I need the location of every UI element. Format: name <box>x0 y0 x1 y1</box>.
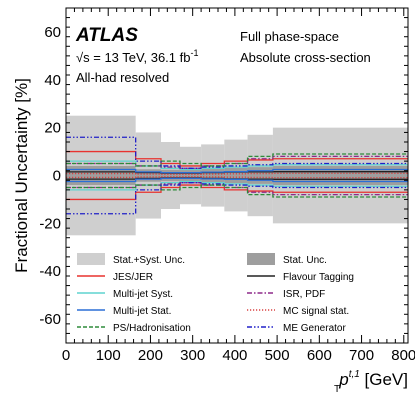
x-tick-label-200: 200 <box>138 347 163 364</box>
x-tick-label-300: 300 <box>180 347 205 364</box>
plot-frame <box>65 7 409 344</box>
y-tick-label-60: 60 <box>44 24 61 41</box>
series-mc-signal-stat-down <box>66 172 408 175</box>
y-tick-label-40: 40 <box>44 72 61 89</box>
y-tick-label--60: -60 <box>39 311 61 328</box>
x-tick-label-700: 700 <box>349 347 374 364</box>
x-tick-label-0: 0 <box>62 347 70 364</box>
x-tick-label-600: 600 <box>307 347 332 364</box>
band-stat-bin-1 <box>135 169 161 182</box>
series-ps-hadronisation-up <box>66 153 408 167</box>
x-axis-title-sub: T <box>334 384 340 395</box>
legend-label-multi-jet-stat: Multi-jet Stat. <box>113 306 171 317</box>
y-tick-label-20: 20 <box>44 120 61 137</box>
series-multi-jet-stat-up <box>66 168 408 174</box>
legend-label-isr-pdf: ISR, PDF <box>283 289 325 300</box>
band-stat-bin-5 <box>224 167 248 184</box>
series-ps-hadronisation-down <box>66 184 408 198</box>
y-tick-label--20: -20 <box>39 215 61 232</box>
atlas-label: ATLAS <box>75 25 138 46</box>
plot-area <box>66 115 408 236</box>
series-me-generator-up <box>66 136 408 169</box>
legend-label-me-generator: ME Generator <box>283 323 346 334</box>
series-mc-signal-stat-up <box>66 176 408 179</box>
legend-label-jes-jer: JES/JER <box>113 272 153 283</box>
legend-label-mc-signal-stat: MC signal stat. <box>283 306 349 317</box>
legend-label-stat-unc: Stat. Unc. <box>283 255 327 266</box>
band-stat-bin-7 <box>272 165 408 186</box>
legend-label-ps-hadronisation: PS/Hadronisation <box>113 323 191 334</box>
energy-label: √s = 13 TeV, 36.1 fb-1 <box>76 48 199 65</box>
band-stat-bin-0 <box>66 165 136 186</box>
measurement-label: Absolute cross-section <box>240 50 371 65</box>
x-tick-label-400: 400 <box>222 347 247 364</box>
legend-label-stat-syst-unc: Stat.+Syst. Unc. <box>113 255 185 266</box>
band-stat-bin-3 <box>180 169 202 182</box>
y-tick-label-0: 0 <box>53 168 61 185</box>
y-axis-title: Fractional Uncertainty [%] <box>12 78 31 273</box>
phase-space-label: Full phase-space <box>240 29 339 44</box>
band-stat-bin-2 <box>161 169 180 182</box>
series-me-generator-down <box>66 182 408 215</box>
legend-swatch-stat-unc <box>247 253 275 265</box>
band-stat-bin-6 <box>247 167 273 184</box>
x-axis-title: pt,1 [GeV] <box>338 369 408 389</box>
legend-label-multi-jet-syst: Multi-jet Syst. <box>113 289 173 300</box>
x-tick-label-100: 100 <box>96 347 121 364</box>
x-tick-label-500: 500 <box>265 347 290 364</box>
channel-label: All-had resolved <box>76 70 169 85</box>
legend-label-flavour-tagging: Flavour Tagging <box>283 272 354 283</box>
y-tick-label--40: -40 <box>39 263 61 280</box>
legend-swatch-stat-syst-unc <box>77 253 105 265</box>
x-tick-label-800: 800 <box>391 347 415 364</box>
series-multi-jet-stat-down <box>66 177 408 183</box>
band-stat-bin-4 <box>201 168 225 183</box>
